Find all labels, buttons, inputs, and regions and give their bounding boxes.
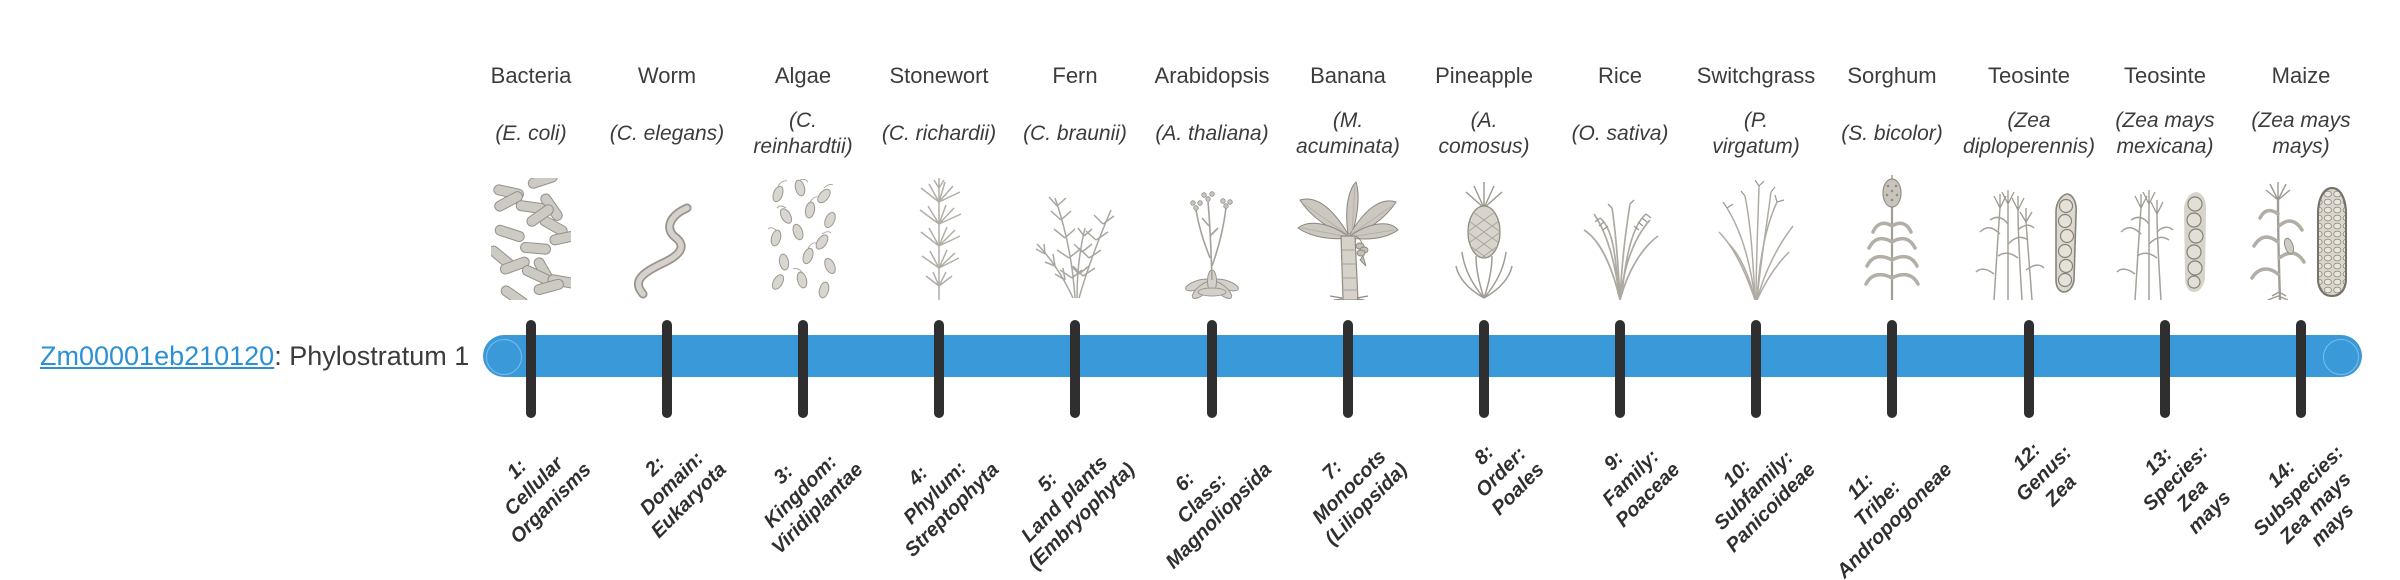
organism-image xyxy=(2070,170,2260,300)
organism-name: Arabidopsis xyxy=(1154,63,1270,88)
organism-name: Teosinte xyxy=(1988,63,2070,88)
organism-image xyxy=(708,170,898,300)
pineapple-icon xyxy=(1452,176,1516,300)
switchgrass-icon xyxy=(1715,174,1797,300)
organism-name: Bacteria xyxy=(490,63,572,88)
teosinte-diploperennis-icon xyxy=(1972,174,2086,300)
banana-icon xyxy=(1294,174,1402,300)
organism-name: Sorghum xyxy=(1847,63,1937,88)
tick-mark xyxy=(1615,320,1625,418)
organism-name: Maize xyxy=(2271,63,2331,88)
organism-name: Fern xyxy=(1052,63,1098,88)
organism-scientific-name: (A. comosus) xyxy=(1438,109,1530,158)
organism-name: Pineapple xyxy=(1435,63,1533,88)
gene-link[interactable]: Zm00001eb210120 xyxy=(40,341,275,371)
worm-icon xyxy=(629,200,705,300)
organism-name: Stonewort xyxy=(889,63,989,88)
organism-scientific-name: (A. thaliana) xyxy=(1155,122,1269,145)
tick-mark xyxy=(2296,320,2306,418)
organism-image xyxy=(572,170,762,300)
organism-image xyxy=(1661,170,1851,300)
organism-scientific-name: (Zea mays mexicana) xyxy=(2115,109,2215,158)
organism-scientific-name: (O. sativa) xyxy=(1571,122,1669,145)
organism-name: Rice xyxy=(1597,63,1642,88)
organism-scientific-name: (Zea diploperennis) xyxy=(1963,109,2095,158)
bar-endcap-right xyxy=(2323,339,2359,375)
organism-name: Worm xyxy=(637,63,697,88)
bacteria-icon xyxy=(491,178,571,300)
tick-mark xyxy=(2024,320,2034,418)
organism-image xyxy=(1934,170,2124,300)
organism-image xyxy=(1797,170,1987,300)
sorghum-icon xyxy=(1863,174,1921,300)
tick-mark xyxy=(1207,320,1217,418)
tick-mark xyxy=(934,320,944,418)
organism-image xyxy=(1117,170,1307,300)
organism-name: Algae xyxy=(774,63,832,88)
arabidopsis-icon xyxy=(1180,178,1244,300)
stonewort-icon xyxy=(912,178,966,300)
phylostratum-bar xyxy=(483,335,2362,377)
tick-mark xyxy=(1343,320,1353,418)
organism-scientific-name: (C. richardii) xyxy=(881,122,997,145)
organism-scientific-name: (Zea mays mays) xyxy=(2251,109,2351,158)
organism-scientific-name: (S. bicolor) xyxy=(1841,122,1943,145)
tick-mark xyxy=(798,320,808,418)
organism-image xyxy=(2206,170,2396,300)
tick-mark xyxy=(1751,320,1761,418)
teosinte-mexicana-icon xyxy=(2115,174,2215,300)
organism-scientific-name: (C. reinhardtii) xyxy=(753,109,853,158)
organism-scientific-name: (C. braunii) xyxy=(1023,122,1127,145)
tick-mark xyxy=(662,320,672,418)
gene-label: Zm00001eb210120: Phylostratum 1 xyxy=(40,341,469,372)
organism-name: Teosinte xyxy=(2124,63,2206,88)
organism-scientific-name: (C. elegans) xyxy=(609,122,725,145)
fern-icon xyxy=(1029,182,1121,300)
tick-mark xyxy=(2160,320,2170,418)
tick-mark xyxy=(1070,320,1080,418)
organism-image xyxy=(1253,170,1443,300)
organism-scientific-name: (M. acuminata) xyxy=(1296,109,1400,158)
organism-name: Banana xyxy=(1310,63,1386,88)
organism-image xyxy=(436,170,626,300)
gene-stratum-text: : Phylostratum 1 xyxy=(274,341,470,371)
maize-icon xyxy=(2248,174,2354,300)
rice-icon xyxy=(1576,174,1664,300)
tick-mark xyxy=(526,320,536,418)
organism-image xyxy=(844,170,1034,300)
algae-icon xyxy=(766,178,840,300)
organism-image xyxy=(980,170,1170,300)
organism-name: Switchgrass xyxy=(1696,63,1816,88)
organism-image xyxy=(1389,170,1579,300)
organism-scientific-name: (E. coli) xyxy=(495,122,567,145)
tick-mark xyxy=(1887,320,1897,418)
tick-mark xyxy=(1479,320,1489,418)
organism-image xyxy=(1525,170,1715,300)
organism-scientific-name: (P. virgatum) xyxy=(1712,109,1800,158)
bar-endcap-left xyxy=(486,339,522,375)
